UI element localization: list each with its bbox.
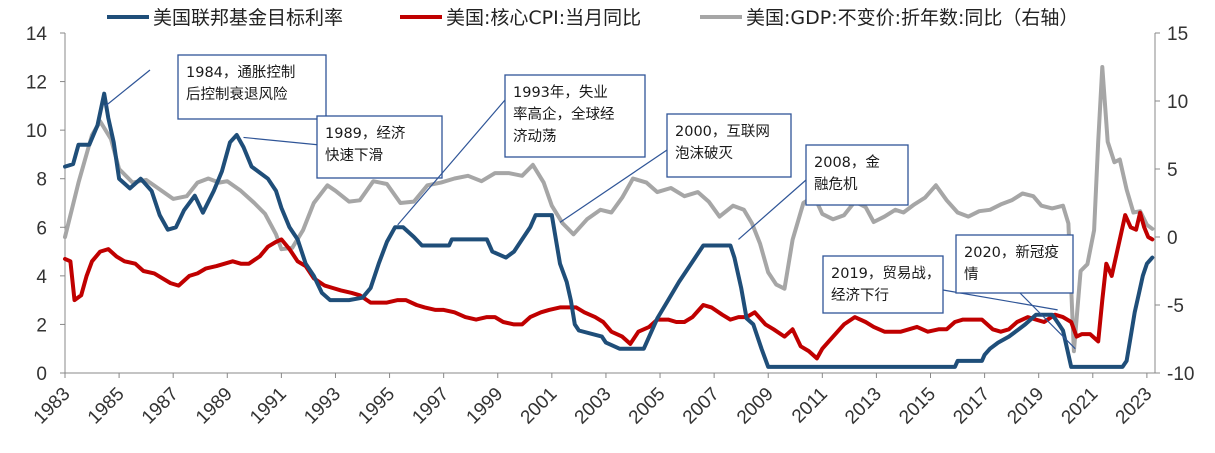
- annotation-text: 济动荡: [513, 128, 557, 145]
- y-left-tick-label: 0: [36, 364, 47, 385]
- annotation-box: [177, 54, 327, 120]
- x-tick-label: 1987: [138, 384, 183, 429]
- x-tick-label: 2019: [1003, 384, 1048, 429]
- x-tick-label: 2007: [679, 384, 724, 429]
- annotation-text: 2020，新冠疫: [964, 244, 1059, 261]
- x-tick-label: 1985: [84, 384, 129, 429]
- x-tick-label: 1995: [354, 384, 399, 429]
- y-right-tick-label: 0: [1167, 228, 1178, 249]
- x-tick-label: 2005: [625, 384, 670, 429]
- annotation-text: 经济下行: [831, 287, 889, 304]
- x-tick-label: 1991: [246, 384, 291, 429]
- x-tick-label: 1997: [408, 384, 453, 429]
- x-tick-label: 1989: [192, 384, 237, 429]
- x-tick-label: 2003: [571, 384, 616, 429]
- x-tick-label: 1993: [300, 384, 345, 429]
- annotation-5: 2019，贸易战， 经济下行: [822, 255, 1058, 314]
- y-right-tick-label: -10: [1167, 364, 1194, 385]
- annotation-text: 2008，金: [814, 154, 880, 171]
- y-left-tick-label: 12: [26, 73, 47, 94]
- y-left-tick-label: 2: [36, 315, 47, 336]
- annotation-text: 1993年，失业: [513, 84, 608, 101]
- y-right-tick-label: 15: [1167, 24, 1188, 45]
- annotation-box: [805, 144, 909, 206]
- annotation-text: 快速下滑: [325, 147, 383, 164]
- annotation-leader: [559, 149, 668, 223]
- y-left-tick-label: 4: [36, 267, 47, 288]
- y-right-tick-label: 5: [1167, 160, 1178, 181]
- x-tick-label: 2009: [733, 384, 778, 429]
- x-tick-label: 2011: [788, 384, 832, 428]
- y-right-tick-label: -5: [1167, 296, 1184, 317]
- x-tick-label: 1999: [463, 384, 508, 429]
- annotation-leader: [397, 99, 506, 226]
- series-line-2: [63, 65, 1155, 354]
- series-group: [63, 65, 1155, 369]
- annotation-text: 1984，通胀控制: [186, 64, 295, 81]
- annotation-text: 情: [964, 266, 979, 283]
- annotation-box: [955, 234, 1074, 294]
- x-tick-label: 2021: [1058, 384, 1103, 429]
- legend-label-1: 美国:核心CPI:当月同比: [446, 7, 641, 29]
- annotation-box: [316, 115, 443, 179]
- annotation-text: 2019，贸易战，: [831, 265, 940, 282]
- annotation-text: 融危机: [814, 176, 858, 193]
- x-tick-label: 2017: [949, 384, 994, 429]
- x-tick-label: 1983: [30, 384, 75, 429]
- y-right-tick-label: 10: [1167, 92, 1188, 113]
- annotation-text: 后控制衰退风险: [186, 86, 288, 103]
- y-left-tick-label: 6: [36, 218, 47, 239]
- annotation-text: 率高企，全球经: [513, 105, 615, 123]
- y-left-tick-label: 10: [26, 121, 47, 142]
- y-left-tick-label: 14: [26, 24, 48, 45]
- annotation-leader: [105, 69, 151, 107]
- annotation-box: [504, 74, 646, 158]
- annotation-text: 泡沫破灭: [675, 145, 733, 162]
- annotation-box: [666, 113, 792, 178]
- annotation-text: 2000，互联网: [675, 123, 770, 140]
- x-tick-label: 2001: [517, 384, 562, 429]
- annotation-text: 1989，经济: [325, 125, 406, 142]
- annotations: 1984，通胀控制后控制衰退风险1989，经济快速下滑1993年，失业率高企，全…: [105, 54, 1076, 350]
- x-tick-label: 2013: [841, 384, 886, 429]
- series-line-1: [63, 210, 1155, 361]
- legend-label-0: 美国联邦基金目标利率: [153, 7, 343, 29]
- y-left-tick-label: 8: [36, 170, 47, 191]
- legend-label-2: 美国:GDP:不变价:折年数:同比（右轴）: [746, 7, 1078, 29]
- annotation-leader: [243, 136, 321, 146]
- annotation-leader: [738, 179, 807, 240]
- x-tick-label: 2015: [895, 384, 940, 429]
- annotation-box: [822, 255, 944, 314]
- legend: 美国联邦基金目标利率 美国:核心CPI:当月同比 美国:GDP:不变价:折年数:同比…: [107, 7, 1078, 29]
- annotation-leader: [1019, 292, 1076, 350]
- x-tick-label: 2023: [1112, 384, 1157, 429]
- series-line-0: [63, 91, 1155, 369]
